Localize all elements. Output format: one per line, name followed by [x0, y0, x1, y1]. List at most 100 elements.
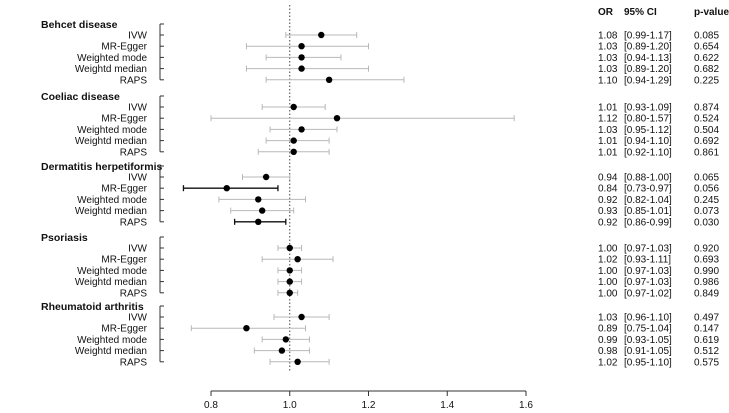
- table-header: OR 95% CI p-value: [598, 7, 729, 18]
- ci-value: [0.89-1.20]: [624, 64, 672, 75]
- ci-value: [0.92-1.10]: [624, 147, 672, 158]
- or-point: [318, 31, 325, 39]
- point-estimates: [223, 31, 341, 365]
- p-value: 0.030: [694, 217, 719, 228]
- or-value: 0.89: [598, 324, 618, 335]
- ci-value: [0.86-0.99]: [624, 217, 672, 228]
- or-value: 1.03: [598, 53, 618, 64]
- ci-column-header: 95% CI: [624, 7, 657, 18]
- ci-value: [0.91-1.05]: [624, 346, 672, 357]
- p-value: 0.619: [694, 335, 719, 346]
- ci-value: [0.96-1.10]: [624, 313, 672, 324]
- or-point: [286, 278, 293, 285]
- or-value: 1.00: [598, 277, 618, 288]
- or-point: [243, 325, 250, 332]
- method-label: Weighted mode: [77, 125, 147, 136]
- p-value: 0.245: [694, 195, 719, 206]
- p-value: 0.874: [694, 103, 719, 114]
- method-label: RAPS: [120, 217, 148, 228]
- method-label: IVW: [128, 244, 147, 255]
- or-point: [282, 336, 290, 343]
- or-point: [298, 54, 305, 61]
- or-value: 1.02: [598, 255, 618, 266]
- or-point: [298, 43, 305, 50]
- p-value: 0.575: [694, 357, 719, 368]
- method-label: Weightd median: [75, 136, 147, 147]
- ci-value: [0.93-1.11]: [624, 255, 671, 266]
- or-point: [294, 358, 301, 365]
- method-label: IVW: [128, 313, 147, 324]
- method-label: IVW: [128, 103, 147, 114]
- p-value: 0.524: [694, 114, 719, 125]
- or-value: 0.92: [598, 195, 618, 206]
- ci-value: [0.97-1.03]: [624, 266, 672, 277]
- group-label: Dermatitis herpetiformis: [41, 161, 163, 173]
- or-point: [298, 126, 305, 133]
- method-label: MR-Egger: [101, 324, 147, 335]
- p-value: 0.073: [694, 206, 719, 217]
- ci-value: [0.93-1.05]: [624, 335, 672, 346]
- method-label: Weightd median: [75, 277, 147, 288]
- ci-value: [0.94-1.13]: [624, 53, 672, 64]
- or-column-header: OR: [598, 7, 614, 18]
- or-value: 1.01: [598, 147, 618, 158]
- or-point: [290, 137, 297, 144]
- or-value: 1.03: [598, 64, 618, 75]
- p-value: 0.622: [694, 53, 719, 64]
- p-value: 0.990: [694, 266, 719, 277]
- or-value: 1.10: [598, 75, 618, 86]
- p-value: 0.682: [694, 64, 719, 75]
- group-label: Behcet disease: [41, 19, 118, 31]
- or-point: [255, 196, 262, 203]
- method-label: Weightd median: [75, 346, 147, 357]
- or-point: [258, 207, 266, 214]
- ci-value: [0.94-1.29]: [624, 75, 672, 86]
- p-value: 0.147: [694, 324, 719, 335]
- or-point: [290, 148, 297, 155]
- x-tick-label: 1.4: [440, 400, 454, 411]
- or-point: [286, 267, 293, 274]
- or-point: [286, 244, 293, 252]
- method-label: RAPS: [120, 147, 148, 158]
- ci-value: [0.82-1.04]: [624, 195, 672, 206]
- or-value: 1.08: [598, 31, 618, 42]
- or-point: [333, 115, 341, 122]
- method-label: RAPS: [120, 75, 148, 86]
- ci-value: [0.73-0.97]: [624, 184, 672, 195]
- method-label: RAPS: [120, 357, 148, 368]
- ci-value: [0.94-1.10]: [624, 136, 672, 147]
- method-label: MR-Egger: [101, 42, 147, 53]
- p-value: 0.056: [694, 184, 719, 195]
- p-value: 0.861: [694, 147, 719, 158]
- or-point: [223, 185, 230, 192]
- p-value: 0.085: [694, 31, 719, 42]
- or-value: 0.98: [598, 346, 618, 357]
- or-point: [294, 256, 301, 263]
- or-value: 1.01: [598, 136, 618, 147]
- or-value: 1.01: [598, 103, 618, 114]
- or-value: 1.03: [598, 42, 618, 53]
- method-label: MR-Egger: [101, 114, 147, 125]
- group-brackets: [159, 23, 164, 363]
- ci-value: [0.99-1.17]: [624, 31, 672, 42]
- or-value: 0.99: [598, 335, 618, 346]
- ci-value: [0.88-1.00]: [624, 173, 672, 184]
- ci-value: [0.97-1.02]: [624, 288, 672, 299]
- confidence-intervals: [182, 32, 515, 365]
- p-value-column-header: p-value: [694, 7, 729, 18]
- or-value: 1.02: [598, 357, 618, 368]
- ci-value: [0.95-1.12]: [624, 125, 672, 136]
- p-value: 0.225: [694, 75, 719, 86]
- p-value: 0.504: [694, 125, 719, 136]
- ci-value: [0.80-1.57]: [624, 114, 672, 125]
- p-value: 0.497: [694, 313, 719, 324]
- or-value: 0.84: [598, 184, 618, 195]
- or-value: 1.00: [598, 244, 618, 255]
- or-value: 1.12: [598, 114, 618, 125]
- method-label: RAPS: [120, 288, 148, 299]
- method-label: Weightd median: [75, 206, 147, 217]
- or-value: 0.92: [598, 217, 618, 228]
- or-point: [298, 65, 305, 72]
